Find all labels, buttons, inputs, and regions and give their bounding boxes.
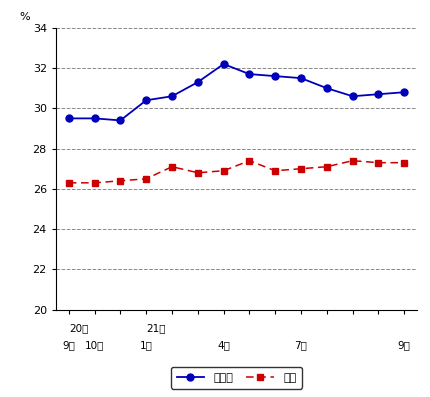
全国 — [247, 158, 252, 163]
岐阜県 — [402, 90, 407, 94]
Line: 岐阜県: 岐阜県 — [65, 61, 408, 124]
全国 — [118, 178, 123, 183]
Text: 1月: 1月 — [140, 340, 153, 350]
Text: 20年: 20年 — [69, 323, 88, 333]
Text: 7月: 7月 — [295, 340, 307, 350]
岐阜県 — [92, 116, 97, 121]
岐阜県 — [273, 74, 278, 79]
全国 — [350, 158, 355, 163]
岐阜県 — [350, 94, 355, 98]
全国 — [221, 168, 226, 173]
全国 — [298, 166, 304, 171]
岐阜県 — [247, 72, 252, 77]
全国 — [195, 170, 200, 175]
岐阜県 — [169, 94, 175, 98]
全国 — [144, 176, 149, 181]
Text: %: % — [20, 12, 31, 22]
岐阜県 — [118, 118, 123, 123]
岐阜県 — [195, 80, 200, 85]
岐阜県 — [221, 62, 226, 66]
Legend: 岐阜県, 全国: 岐阜県, 全国 — [171, 367, 302, 389]
岐阜県 — [66, 116, 71, 121]
岐阜県 — [298, 76, 304, 81]
Text: 9月: 9月 — [398, 340, 411, 350]
全国 — [169, 164, 175, 169]
全国 — [92, 180, 97, 185]
全国 — [273, 168, 278, 173]
全国 — [66, 180, 71, 185]
岐阜県 — [376, 92, 381, 96]
Text: 10月: 10月 — [85, 340, 104, 350]
Line: 全国: 全国 — [66, 158, 407, 185]
全国 — [376, 160, 381, 165]
全国 — [402, 160, 407, 165]
全国 — [324, 164, 329, 169]
Text: 21年: 21年 — [146, 323, 166, 333]
Text: 9月: 9月 — [62, 340, 75, 350]
岐阜県 — [144, 98, 149, 103]
岐阜県 — [324, 86, 329, 91]
Text: 4月: 4月 — [217, 340, 230, 350]
